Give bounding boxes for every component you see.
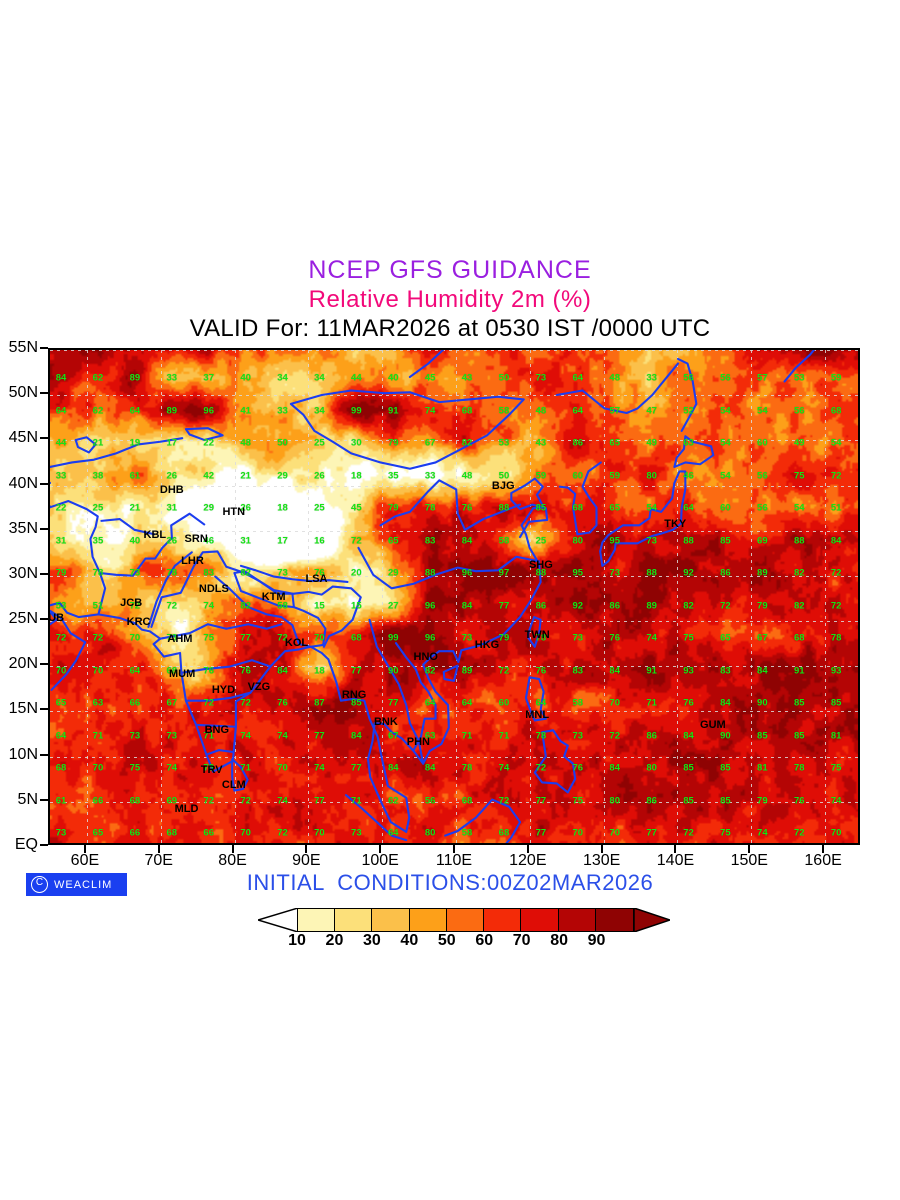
y-axis-label: 50N	[8, 384, 38, 402]
x-axis-tick	[748, 845, 751, 853]
colorbar-tick-label: 60	[475, 932, 494, 949]
x-axis-label: 110E	[435, 852, 473, 869]
x-axis-tick	[231, 845, 234, 853]
colorbar-segment	[595, 909, 633, 931]
y-axis-label: 15N	[8, 700, 38, 718]
y-axis-tick	[40, 708, 48, 711]
chart-title-validtime: VALID For: 11MAR2026 at 0530 IST /0000 U…	[189, 315, 711, 342]
colorbar: 10 20 30 40 50 60 70 80 90	[258, 906, 670, 952]
x-axis-label: 150E	[730, 852, 768, 869]
colorbar-segment	[484, 909, 522, 931]
copyright-icon: C	[31, 876, 48, 893]
y-axis-label: 5N	[17, 790, 38, 808]
x-axis-label: 160E	[804, 852, 842, 869]
x-axis-tick	[157, 845, 160, 853]
chart-title-block: NCEP GFS GUIDANCE Relative Humidity 2m (…	[0, 255, 900, 344]
y-axis-label: 45N	[8, 429, 38, 447]
colorbar-high-cap	[634, 908, 670, 932]
y-axis-label: 30N	[8, 564, 38, 582]
y-axis-tick	[40, 347, 48, 349]
x-axis-tick	[822, 845, 825, 853]
x-axis-label: 70E	[144, 852, 173, 869]
colorbar-tick-label: 50	[437, 932, 456, 949]
colorbar-segment	[298, 909, 336, 931]
colorbar-segment	[335, 909, 373, 931]
weaclim-logo: C WEACLIM	[26, 873, 127, 896]
x-axis-tick	[83, 845, 86, 853]
colorbar-ticks: 10 20 30 40 50 60 70 80 90	[288, 932, 634, 952]
y-axis-tick	[40, 753, 48, 756]
y-axis-tick	[40, 482, 48, 485]
colorbar-tick-label: 40	[400, 932, 419, 949]
x-axis-label: 100E	[361, 852, 399, 869]
x-axis-label: 120E	[509, 852, 547, 869]
x-axis-tick	[379, 845, 382, 853]
y-axis-tick	[40, 618, 48, 621]
initial-conditions-label: INITIAL CONDITIONS:00Z02MAR2026	[246, 870, 654, 895]
y-axis-label: EQ	[14, 836, 38, 853]
colorbar-segment	[409, 909, 447, 931]
colorbar-tick-label: 10	[288, 932, 306, 949]
y-axis-tick	[40, 527, 48, 530]
colorbar-segment	[372, 909, 410, 931]
colorbar-tick-label: 70	[512, 932, 531, 949]
y-axis-label: 40N	[8, 474, 38, 492]
y-axis-label: 20N	[8, 655, 38, 673]
chart-title-model: NCEP GFS GUIDANCE	[308, 256, 592, 284]
y-axis-tick	[40, 844, 48, 846]
y-axis-tick	[40, 663, 48, 666]
y-axis-tick	[40, 572, 48, 575]
colorbar-tick-label: 20	[325, 932, 344, 949]
colorbar-segment	[558, 909, 596, 931]
colorbar-tick-label: 90	[587, 932, 606, 949]
colorbar-tick-label: 30	[362, 932, 381, 949]
x-axis-tick	[526, 845, 529, 853]
y-axis-tick	[40, 392, 48, 395]
map-plot-area[interactable]: 73 65 66 68 66 70 72 70 73 64 80 58 68 77 70 70 77 72 75 74…	[48, 348, 860, 845]
chart-title-variable: Relative Humidity 2m (%)	[308, 286, 592, 313]
x-axis-label: 90E	[292, 852, 321, 869]
y-axis-label: 25N	[8, 610, 38, 628]
humidity-raster	[50, 350, 858, 843]
x-axis-label: 80E	[218, 852, 247, 869]
x-axis-label: 130E	[582, 852, 621, 869]
weaclim-logo-text: WEACLIM	[54, 878, 113, 891]
y-axis-label: 35N	[8, 519, 38, 537]
colorbar-low-cap	[258, 908, 298, 932]
x-axis-label: 140E	[656, 852, 695, 869]
colorbar-segment	[446, 909, 485, 931]
y-axis-tick	[40, 437, 48, 440]
x-axis-tick	[453, 845, 455, 853]
x-axis-tick	[600, 845, 603, 853]
x-axis-label: 60E	[70, 852, 100, 869]
colorbar-segments	[297, 908, 634, 932]
y-axis-label: 55N	[8, 339, 38, 356]
colorbar-segment	[521, 909, 559, 931]
y-axis-label: 10N	[8, 745, 38, 763]
x-axis-tick	[305, 845, 308, 853]
colorbar-tick-label: 80	[550, 932, 569, 949]
y-axis-tick	[40, 798, 48, 801]
x-axis-tick	[674, 845, 677, 853]
